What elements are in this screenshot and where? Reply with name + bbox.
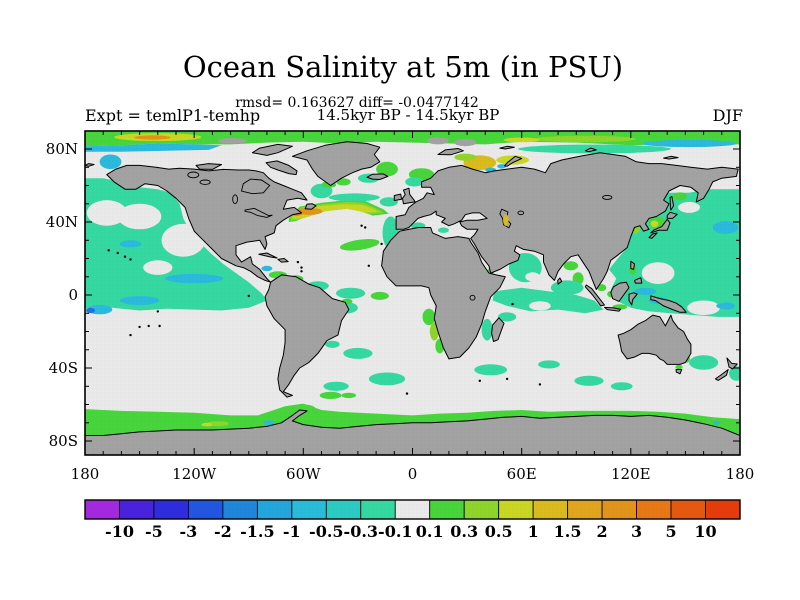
y-axis-tick-label: 80N [46, 140, 78, 158]
x-axis-labels: 180 120W 60W 0 60E 120E 180 [71, 465, 755, 483]
x-axis-tick-label: 180 [726, 465, 755, 483]
colorbar-tick-label: -0.5 [309, 522, 343, 541]
colorbar-tick-label: -3 [180, 522, 198, 541]
colorbar-tick-label: 3 [631, 522, 642, 541]
y-axis-labels: 80N 40N 0 40S 80S [46, 140, 78, 450]
dither-texture [85, 131, 740, 455]
colorbar-tick-label: -2 [214, 522, 232, 541]
colorbar-tick-label: -1.5 [240, 522, 274, 541]
y-axis-tick-label: 40N [46, 213, 78, 231]
colorbar-tick-label: 0.5 [485, 522, 513, 541]
colorbar-tick-label: 0.1 [416, 522, 444, 541]
colorbar-tick-label: -0.1 [378, 522, 412, 541]
axis-ticks [84, 131, 741, 455]
page-title: Ocean Salinity at 5m (in PSU) [182, 50, 624, 84]
y-axis-tick-label: 40S [49, 359, 78, 377]
stats-line: rmsd= 0.163627 diff= -0.0477142 [235, 95, 479, 111]
map-layers [85, 131, 740, 455]
x-axis-tick-label: 0 [408, 465, 418, 483]
colorbar-tick-label: 1.5 [554, 522, 582, 541]
colorbar-tick-label: -5 [145, 522, 163, 541]
season-label: DJF [712, 106, 743, 125]
colorbar-tick-label: 10 [694, 522, 716, 541]
colorbar-tick-label: 1 [528, 522, 539, 541]
y-axis-tick-label: 80S [49, 432, 78, 450]
colorbar-tick-label: 0.3 [450, 522, 478, 541]
colorbar-tick-label: 5 [666, 522, 677, 541]
experiment-label: Expt = temlP1-temhp [85, 106, 261, 125]
colorbar: -10 -5 -3 -2 -1.5 -1 -0.5 -0.3 -0.1 0.1 0.3 0.5 1 1.5… [84, 499, 741, 541]
colorbar-texture [85, 500, 740, 519]
colorbar-tick-label: -10 [105, 522, 134, 541]
x-axis-tick-label: 120W [172, 465, 217, 483]
period-line: 14.5kyr BP - 14.5kyr BP [316, 106, 500, 124]
y-axis-tick-label: 0 [68, 286, 78, 304]
x-axis-tick-label: 120E [611, 465, 651, 483]
colorbar-tick-label: 2 [597, 522, 608, 541]
x-axis-tick-label: 60W [286, 465, 321, 483]
colorbar-tick-label: -1 [283, 522, 301, 541]
x-axis-tick-label: 180 [71, 465, 100, 483]
x-axis-tick-label: 60E [507, 465, 537, 483]
colorbar-tick-label: -0.3 [344, 522, 378, 541]
